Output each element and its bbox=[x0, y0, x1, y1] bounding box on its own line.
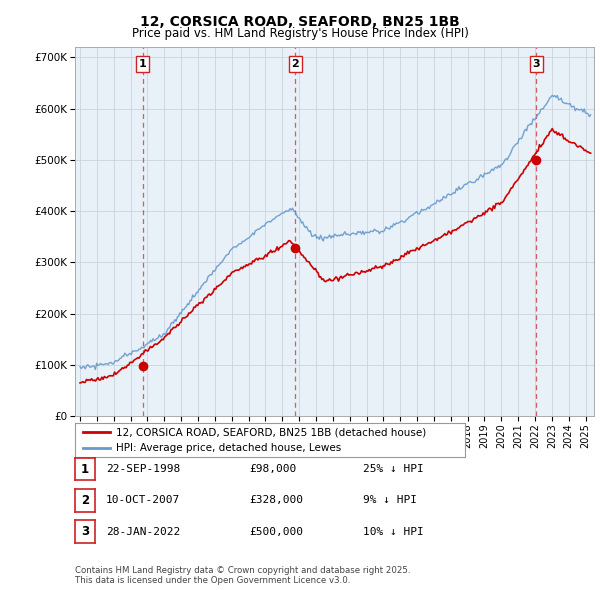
Text: 12, CORSICA ROAD, SEAFORD, BN25 1BB: 12, CORSICA ROAD, SEAFORD, BN25 1BB bbox=[140, 15, 460, 29]
Text: HPI: Average price, detached house, Lewes: HPI: Average price, detached house, Lewe… bbox=[116, 443, 341, 453]
Text: 25% ↓ HPI: 25% ↓ HPI bbox=[363, 464, 424, 474]
Text: 2: 2 bbox=[81, 494, 89, 507]
Text: Contains HM Land Registry data © Crown copyright and database right 2025.
This d: Contains HM Land Registry data © Crown c… bbox=[75, 566, 410, 585]
Text: £98,000: £98,000 bbox=[249, 464, 296, 474]
Text: 28-JAN-2022: 28-JAN-2022 bbox=[106, 527, 181, 536]
Text: 3: 3 bbox=[533, 59, 540, 69]
Text: £500,000: £500,000 bbox=[249, 527, 303, 536]
Text: 22-SEP-1998: 22-SEP-1998 bbox=[106, 464, 181, 474]
Text: 2: 2 bbox=[292, 59, 299, 69]
Text: 1: 1 bbox=[139, 59, 146, 69]
Text: 1: 1 bbox=[81, 463, 89, 476]
Text: 10% ↓ HPI: 10% ↓ HPI bbox=[363, 527, 424, 536]
Text: £328,000: £328,000 bbox=[249, 496, 303, 505]
Text: 12, CORSICA ROAD, SEAFORD, BN25 1BB (detached house): 12, CORSICA ROAD, SEAFORD, BN25 1BB (det… bbox=[116, 427, 426, 437]
Text: Price paid vs. HM Land Registry's House Price Index (HPI): Price paid vs. HM Land Registry's House … bbox=[131, 27, 469, 40]
Text: 3: 3 bbox=[81, 525, 89, 538]
Text: 10-OCT-2007: 10-OCT-2007 bbox=[106, 496, 181, 505]
Text: 9% ↓ HPI: 9% ↓ HPI bbox=[363, 496, 417, 505]
